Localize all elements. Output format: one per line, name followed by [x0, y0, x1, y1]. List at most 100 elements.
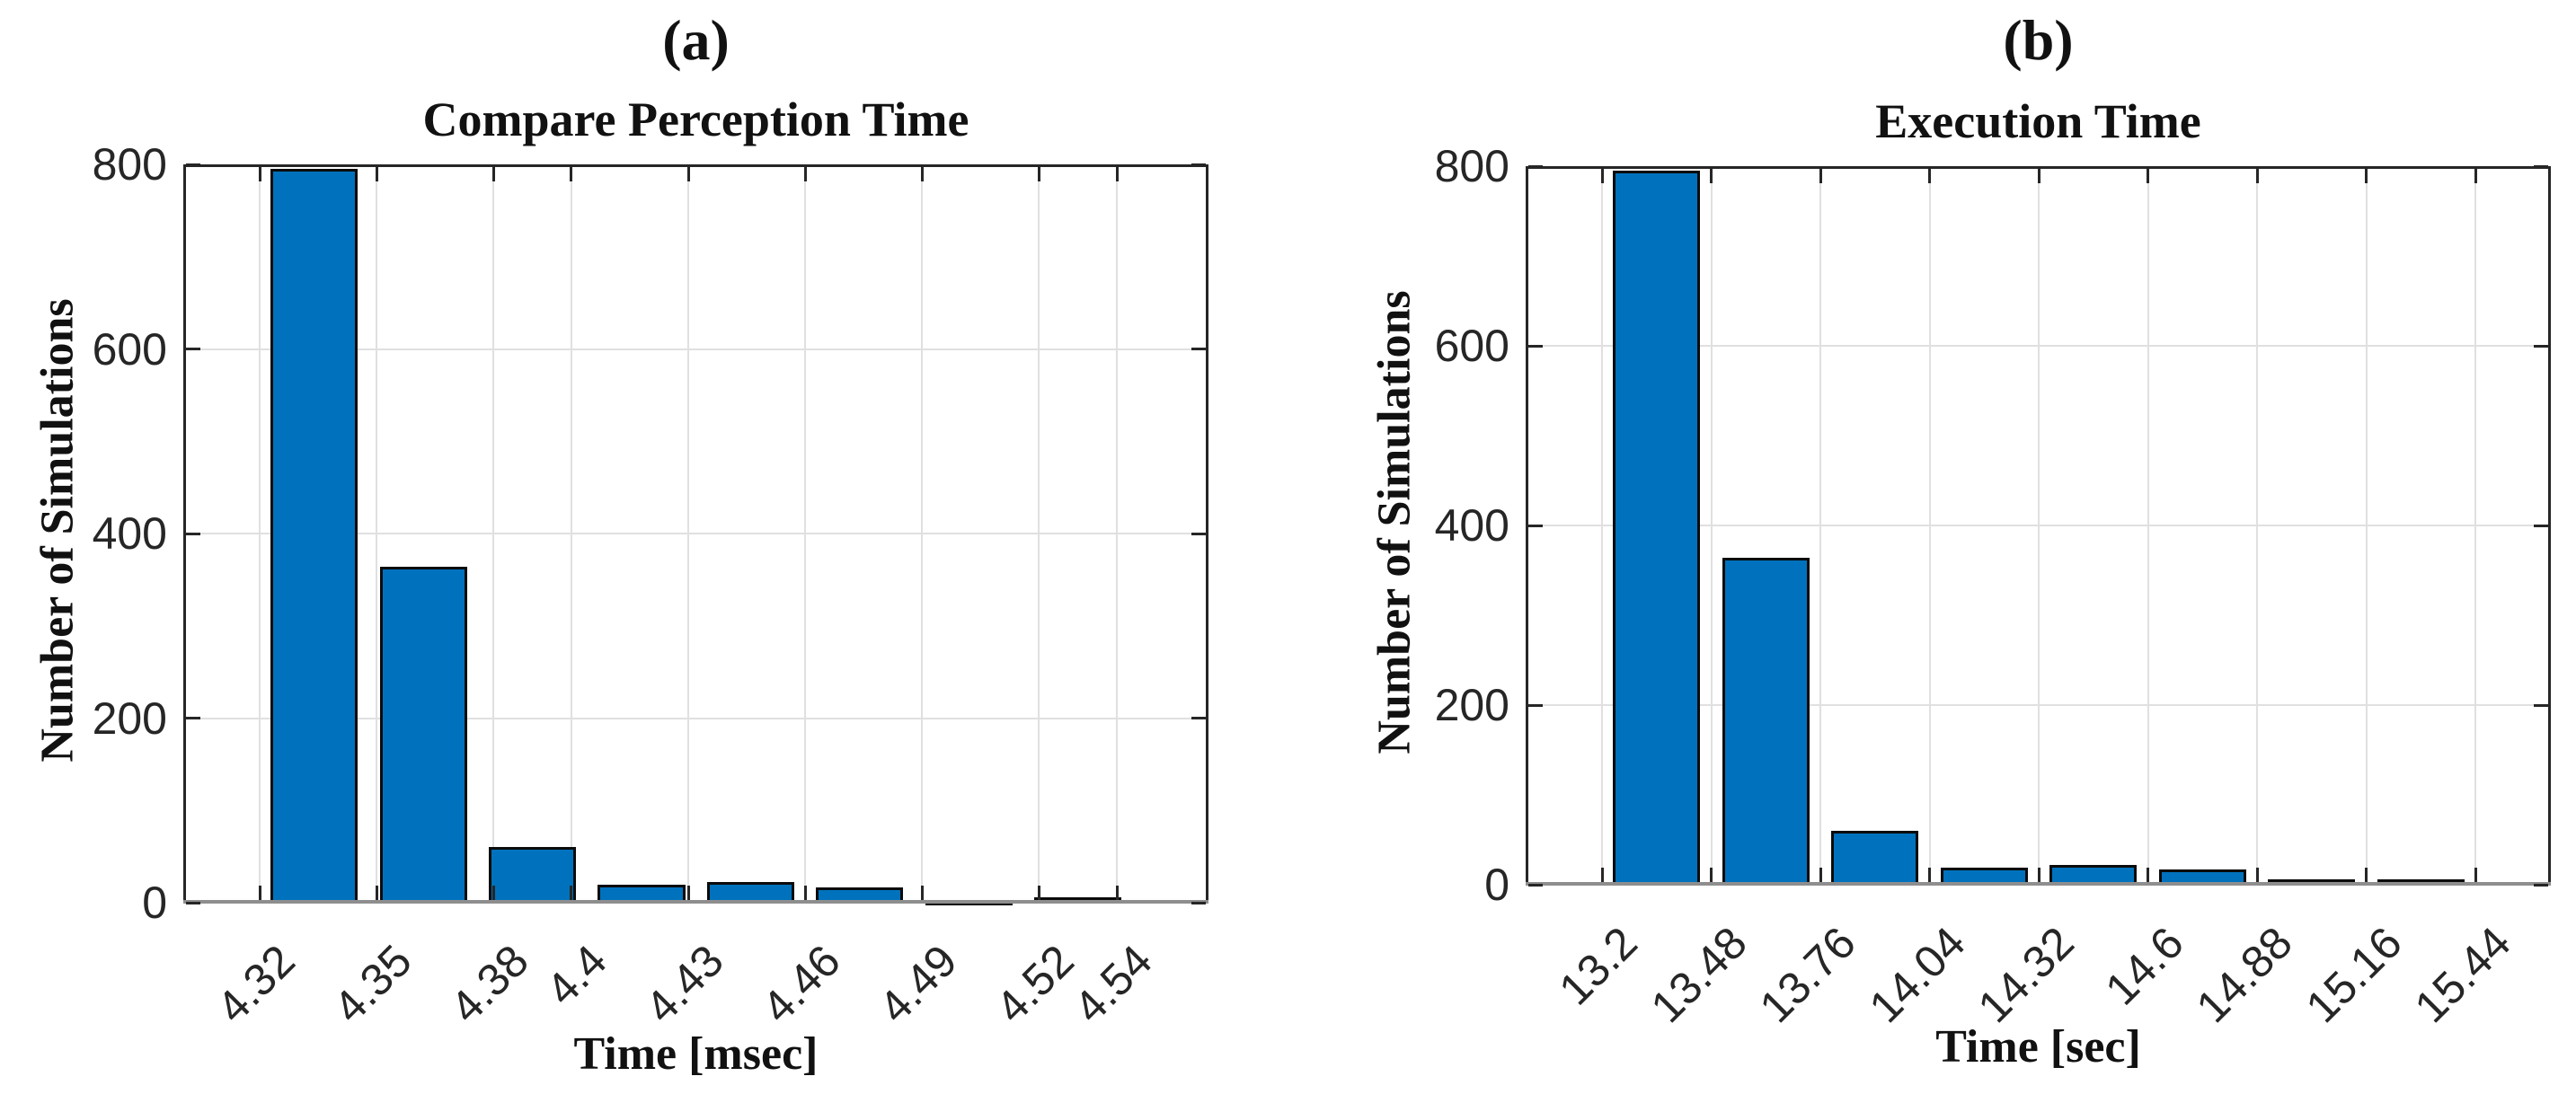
- y-tick-label: 400: [1434, 500, 1509, 551]
- x-tick-top: [1037, 167, 1040, 181]
- x-axis-line: [183, 900, 1208, 904]
- chart-title: Execution Time: [1875, 94, 2201, 148]
- x-tick: [1819, 868, 1822, 882]
- y-tick: [1528, 164, 1543, 168]
- y-tick: [1528, 703, 1543, 707]
- x-tick: [1710, 868, 1713, 882]
- x-tick: [2147, 868, 2149, 882]
- x-tick: [2365, 868, 2368, 882]
- x-gridline: [492, 167, 495, 900]
- x-tick-top: [1710, 169, 1713, 183]
- histogram-bar: [379, 566, 467, 903]
- y-tick-label: 200: [92, 693, 167, 744]
- x-gridline: [2365, 169, 2368, 882]
- x-tick: [1600, 868, 1604, 882]
- x-tick-top: [803, 167, 807, 181]
- y-tick-right: [2534, 703, 2548, 707]
- y-gridline: [186, 717, 1206, 719]
- y-tick-label: 0: [142, 878, 167, 928]
- x-tick: [1037, 886, 1040, 900]
- x-tick-top: [570, 167, 573, 181]
- x-tick: [920, 886, 924, 900]
- x-axis-line: [1526, 882, 2551, 886]
- y-tick: [1528, 883, 1543, 887]
- x-tick-top: [2365, 169, 2368, 183]
- histogram-bar: [1831, 831, 1919, 885]
- y-tick: [1528, 344, 1543, 348]
- panel-letter-b: (b): [2003, 8, 2074, 72]
- x-tick-top: [258, 167, 261, 181]
- y-tick-right: [2534, 164, 2548, 168]
- y-tick: [1528, 524, 1543, 527]
- x-tick-top: [375, 167, 378, 181]
- y-tick-right: [2534, 883, 2548, 887]
- x-gridline: [2256, 169, 2258, 882]
- x-tick-top: [1600, 169, 1604, 183]
- x-gridline: [1601, 169, 1603, 882]
- x-tick-top: [2255, 169, 2259, 183]
- y-tick: [186, 532, 200, 535]
- x-tick-top: [920, 167, 924, 181]
- x-gridline: [376, 167, 378, 900]
- x-gridline: [1116, 167, 1118, 900]
- x-gridline: [921, 167, 924, 900]
- y-tick-right: [2534, 524, 2548, 527]
- x-tick-top: [2147, 169, 2149, 183]
- x-axis-label: Time [sec]: [1935, 1021, 2141, 1072]
- x-gridline: [2038, 169, 2040, 882]
- x-tick: [258, 886, 261, 900]
- x-tick: [2037, 868, 2040, 882]
- x-gridline: [259, 167, 261, 900]
- panel-letter-a: (a): [662, 8, 730, 72]
- histogram-bar: [1722, 558, 1810, 885]
- x-tick-top: [1115, 167, 1119, 181]
- chart-title: Compare Perception Time: [422, 93, 969, 146]
- x-tick-top: [2037, 169, 2040, 183]
- x-gridline: [804, 167, 807, 900]
- x-tick: [570, 886, 573, 900]
- y-tick: [186, 348, 200, 350]
- y-tick-label: 800: [92, 139, 167, 190]
- y-tick-right: [1191, 901, 1206, 904]
- y-tick: [186, 163, 200, 166]
- x-gridline: [1928, 169, 1931, 882]
- x-gridline: [2474, 169, 2476, 882]
- x-tick-top: [2474, 169, 2477, 183]
- y-tick-label: 600: [1434, 321, 1509, 371]
- x-tick-top: [491, 167, 495, 181]
- x-tick-top: [1928, 169, 1931, 183]
- y-tick-label: 600: [92, 323, 167, 375]
- y-tick-label: 0: [1484, 860, 1509, 910]
- y-gridline: [186, 348, 1206, 350]
- x-tick: [803, 886, 807, 900]
- x-gridline: [687, 167, 689, 900]
- x-tick: [2474, 868, 2477, 882]
- y-tick-right: [2534, 344, 2548, 348]
- x-tick: [1115, 886, 1119, 900]
- y-tick-right: [1191, 717, 1206, 719]
- y-tick-right: [1191, 532, 1206, 535]
- x-gridline: [570, 167, 572, 900]
- y-gridline: [186, 533, 1206, 534]
- x-tick-top: [686, 167, 690, 181]
- y-tick: [186, 901, 200, 904]
- y-tick-right: [1191, 163, 1206, 166]
- y-tick: [186, 717, 200, 719]
- x-tick: [1928, 868, 1931, 882]
- x-gridline: [1819, 169, 1821, 882]
- histogram-bar: [488, 847, 577, 903]
- x-gridline: [2147, 169, 2149, 882]
- x-tick: [375, 886, 378, 900]
- y-tick-label: 400: [92, 508, 167, 559]
- x-gridline: [1710, 169, 1713, 882]
- y-tick-label: 800: [1434, 141, 1509, 191]
- histogram-bar: [1613, 171, 1701, 885]
- y-tick-label: 200: [1434, 680, 1509, 730]
- y-axis-label: Number of Simulations: [1368, 290, 1421, 754]
- x-axis-label: Time [msec]: [573, 1028, 819, 1080]
- x-gridline: [1038, 167, 1040, 900]
- x-tick: [491, 886, 495, 900]
